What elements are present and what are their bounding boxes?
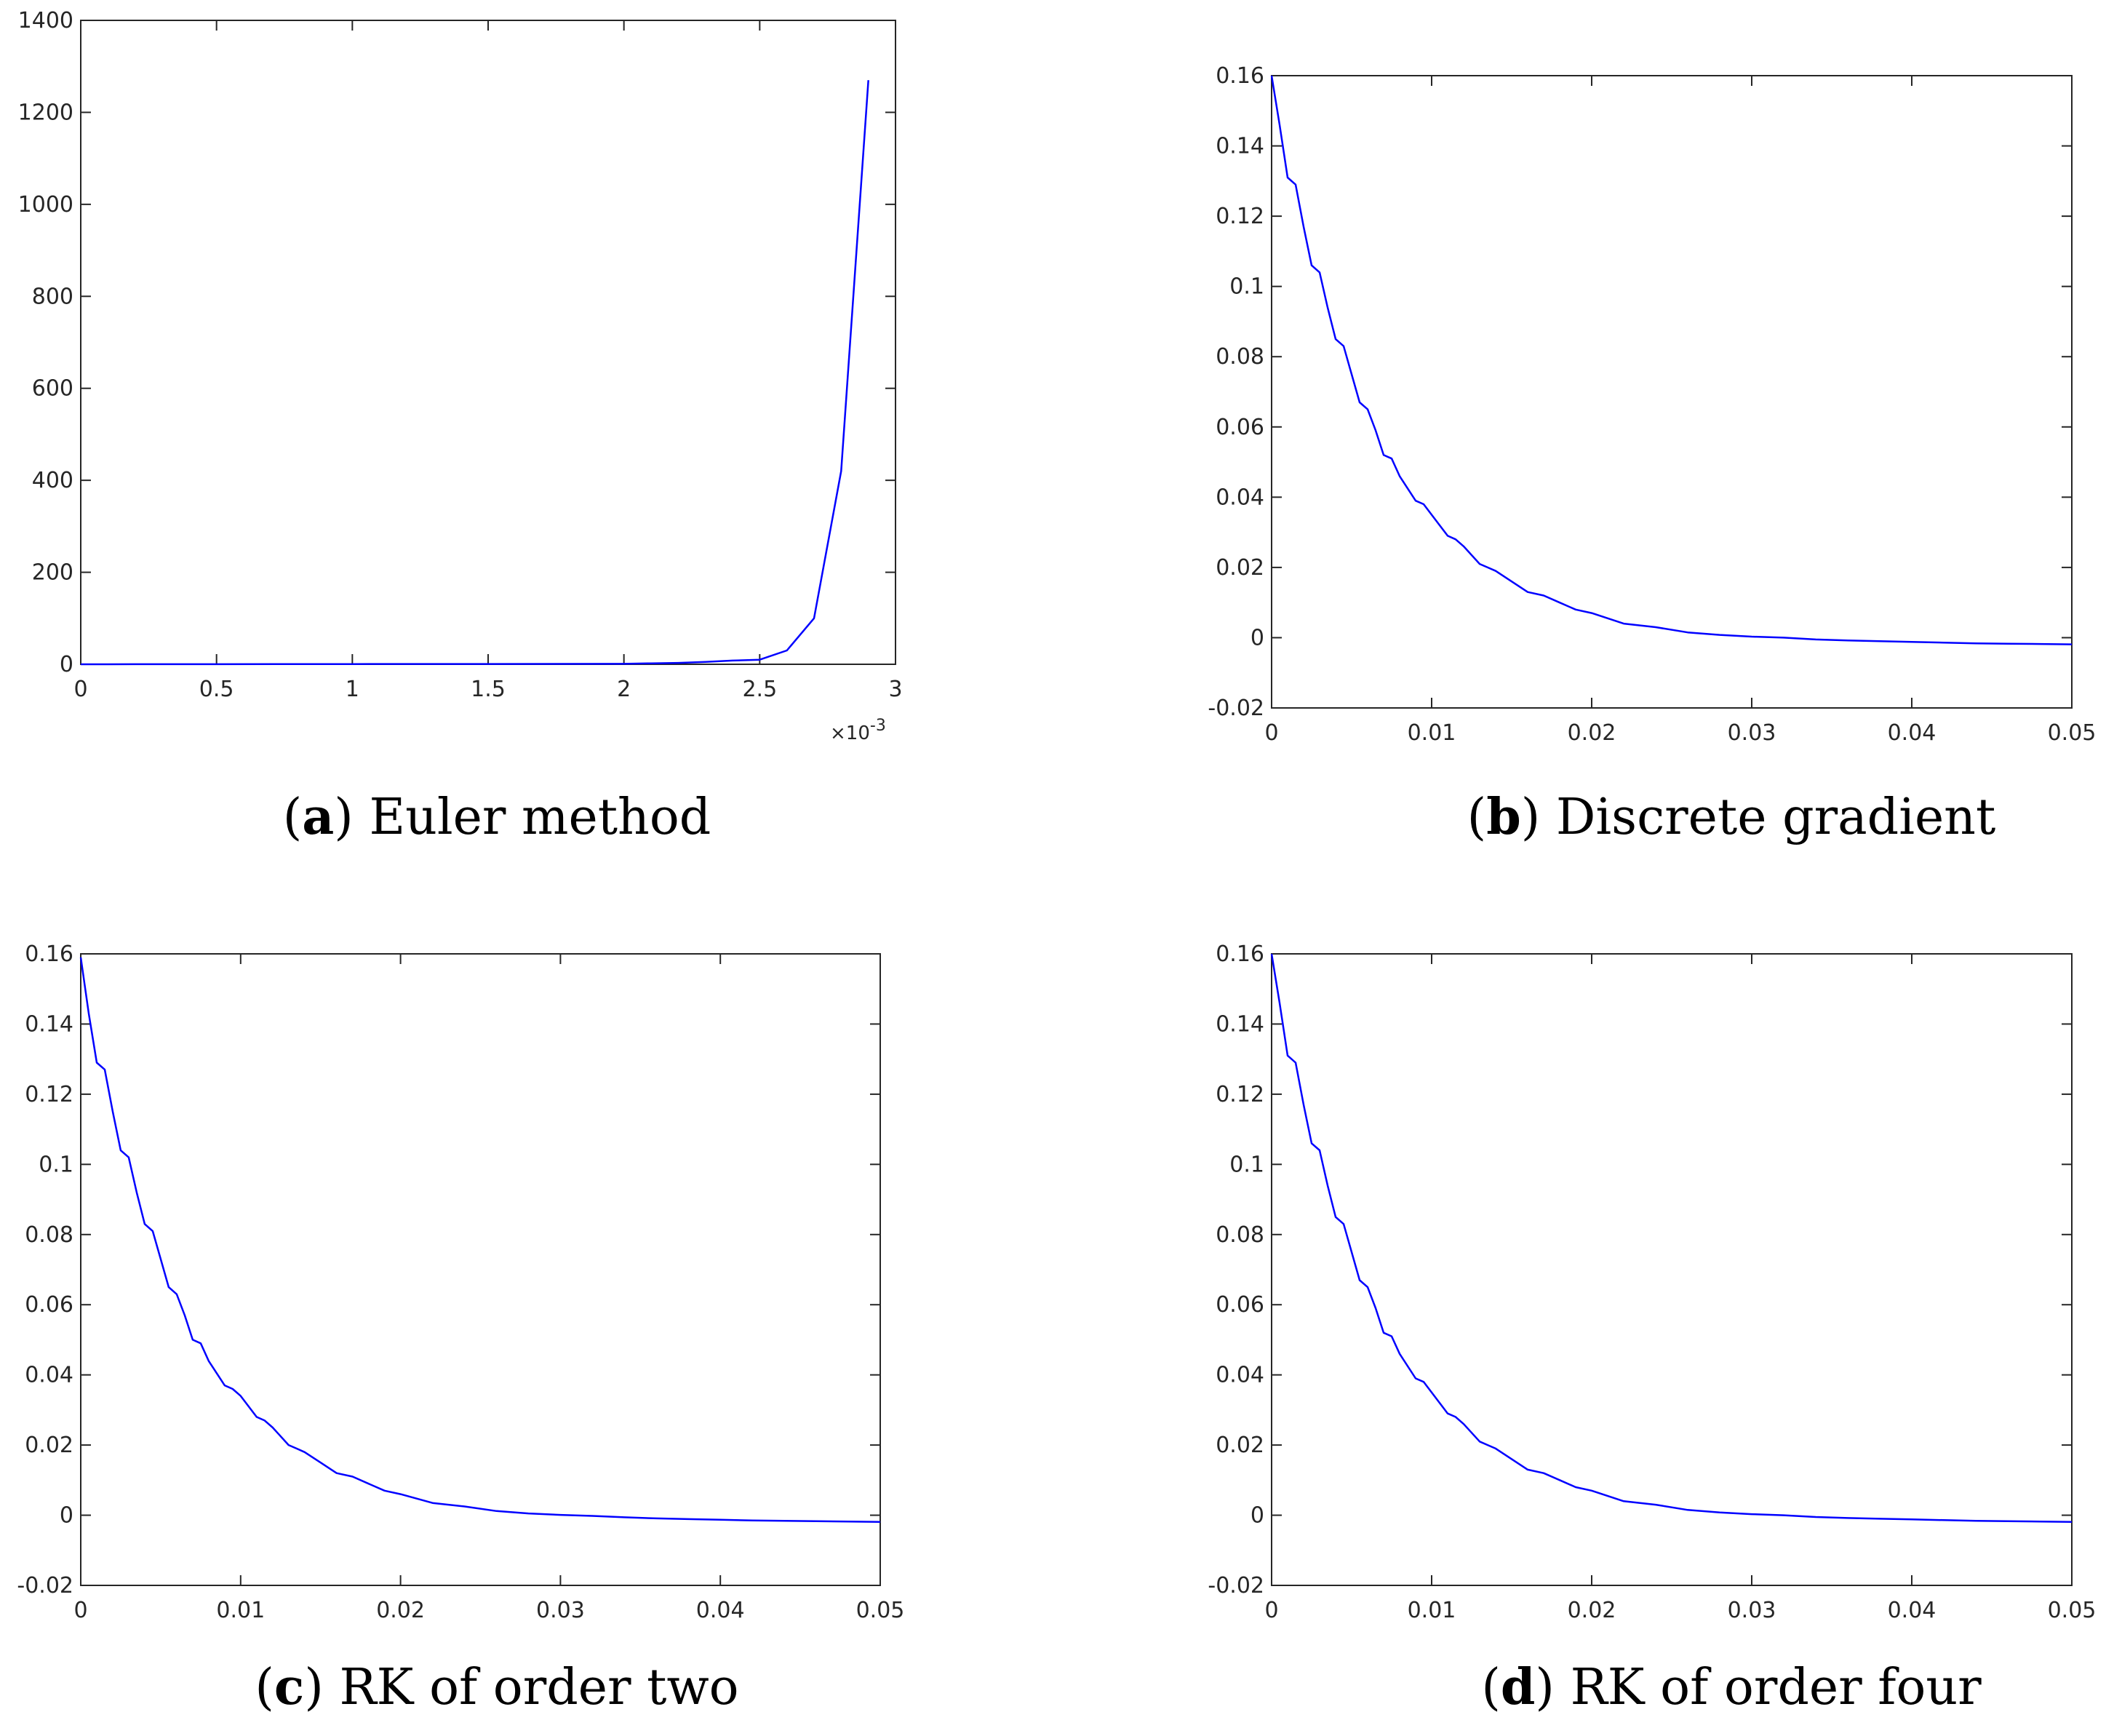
- panel-caption: (c) RK of order two: [255, 1658, 738, 1716]
- x-tick-label: 2: [617, 677, 631, 702]
- y-tick-label: 0.04: [1216, 485, 1264, 510]
- y-tick-label: 0.04: [1216, 1363, 1264, 1388]
- y-tick-label: 0.14: [1216, 134, 1264, 159]
- y-tick-label: 200: [32, 560, 73, 586]
- y-tick-label: 0: [1251, 1503, 1264, 1529]
- caption-text: RK of order two: [339, 1659, 738, 1716]
- panel-caption: (b) Discrete gradient: [1467, 788, 1996, 846]
- y-tick-label: 800: [32, 284, 73, 309]
- x-tick-label: 0.05: [2048, 1598, 2097, 1623]
- y-tick-label: 0.16: [1216, 941, 1264, 967]
- x-tick-label: 0.04: [1888, 1598, 1937, 1623]
- y-tick-label: 0.1: [39, 1152, 73, 1177]
- x-tick-label: 0.02: [1568, 1598, 1616, 1623]
- y-tick-label: 0.14: [1216, 1011, 1264, 1037]
- y-tick-label: 1400: [18, 8, 73, 33]
- x-exponent-label: ×10-3: [830, 717, 886, 744]
- y-tick-label: 1000: [18, 192, 73, 218]
- caption-letter: c: [274, 1658, 304, 1716]
- chart-panel-d: 0 0.01 0.02 0.03 0.04 0.05-0.0200.020.040.060…: [1208, 941, 2096, 1716]
- panel-caption: (a) Euler method: [283, 788, 711, 846]
- series-line-u: [1270, 75, 2073, 645]
- series-line-u: [81, 80, 869, 666]
- y-tick-label: 0.12: [25, 1082, 73, 1107]
- axes-box: [1271, 75, 2073, 709]
- y-tick-label: 400: [32, 468, 73, 493]
- x-tick-label: 0: [1264, 720, 1278, 746]
- y-tick-label: -0.02: [1208, 1573, 1264, 1598]
- y-tick-label: 0.08: [1216, 1222, 1264, 1248]
- y-tick-label: 0: [60, 652, 73, 677]
- x-tick-label: 0.03: [1728, 720, 1776, 746]
- y-tick-label: 0.08: [1216, 344, 1264, 370]
- x-tick-label: 0: [73, 1598, 87, 1623]
- y-tick-label: 0.04: [25, 1363, 73, 1388]
- y-tick-label: -0.02: [17, 1573, 73, 1598]
- y-tick-label: 0.08: [25, 1222, 73, 1248]
- x-tick-label: 0.04: [1888, 720, 1937, 746]
- y-tick-label: 0.06: [25, 1292, 73, 1318]
- caption-text: RK of order four: [1571, 1659, 1982, 1716]
- x-tick-label: 0.01: [1408, 1598, 1456, 1623]
- x-exponent-power: -3: [870, 717, 886, 735]
- y-tick-label: 0.12: [1216, 1082, 1264, 1107]
- x-tick-label: 1: [346, 677, 359, 702]
- x-exponent-base: ×10: [830, 722, 870, 744]
- x-tick-label: 3: [888, 677, 902, 702]
- caption-letter: b: [1486, 788, 1521, 846]
- y-tick-label: 0.1: [1229, 1152, 1264, 1177]
- x-tick-label: 0.01: [216, 1598, 265, 1623]
- y-tick-label: 0.12: [1216, 204, 1264, 229]
- x-tick-label: 0.03: [536, 1598, 585, 1623]
- y-tick-label: -0.02: [1208, 696, 1264, 721]
- axes-box: [1271, 953, 2073, 1586]
- y-tick-label: 0.02: [1216, 555, 1264, 581]
- x-tick-label: 0.05: [856, 1598, 905, 1623]
- y-tick-label: 0.1: [1229, 274, 1264, 300]
- caption-letter: a: [302, 788, 334, 846]
- x-tick-label: 0.04: [696, 1598, 745, 1623]
- chart-panel-b: 0 0.01 0.02 0.03 0.04 0.05-0.0200.020.040.060…: [1208, 63, 2096, 846]
- y-tick-label: 0.02: [25, 1433, 73, 1458]
- y-tick-label: 600: [32, 376, 73, 402]
- y-tick-label: 0.06: [1216, 415, 1264, 440]
- y-tick-label: 0.06: [1216, 1292, 1264, 1318]
- x-tick-label: 2.5: [742, 677, 777, 702]
- x-tick-label: 0.03: [1728, 1598, 1776, 1623]
- x-tick-label: 0.02: [376, 1598, 425, 1623]
- chart-panel-c: 0 0.01 0.02 0.03 0.04 0.05-0.0200.020.040.060…: [17, 941, 904, 1716]
- x-tick-label: 0.02: [1568, 720, 1616, 746]
- caption-text: Discrete gradient: [1556, 789, 1995, 846]
- axes-box: [80, 20, 896, 665]
- y-tick-label: 0.16: [1216, 63, 1264, 89]
- x-tick-label: 0.05: [2048, 720, 2097, 746]
- chart-panel-a: 0 0.5 1 1.5 2 2.5 3 0 200 400 600 800 1000 1200 1400 ×1…: [18, 8, 903, 846]
- y-tick-label: 0.02: [1216, 1433, 1264, 1458]
- series-line-u: [79, 957, 881, 1523]
- x-tick-label: 0: [1264, 1598, 1278, 1623]
- y-tick-label: 0.14: [25, 1011, 73, 1037]
- x-tick-label: 0: [73, 677, 87, 702]
- y-tick-label: 1200: [18, 100, 73, 125]
- x-tick-label: 0.01: [1408, 720, 1456, 746]
- x-tick-label: 0.5: [199, 677, 234, 702]
- series-line-u: [1270, 953, 2073, 1523]
- caption-letter: d: [1501, 1658, 1536, 1716]
- y-tick-label: 0: [60, 1503, 73, 1529]
- y-tick-label: 0: [1251, 625, 1264, 650]
- axes-box: [80, 953, 881, 1586]
- caption-text: Euler method: [369, 789, 711, 846]
- x-tick-label: 1.5: [471, 677, 506, 702]
- y-tick-label: 0.16: [25, 941, 73, 967]
- panel-caption: (d) RK of order four: [1481, 1658, 1982, 1716]
